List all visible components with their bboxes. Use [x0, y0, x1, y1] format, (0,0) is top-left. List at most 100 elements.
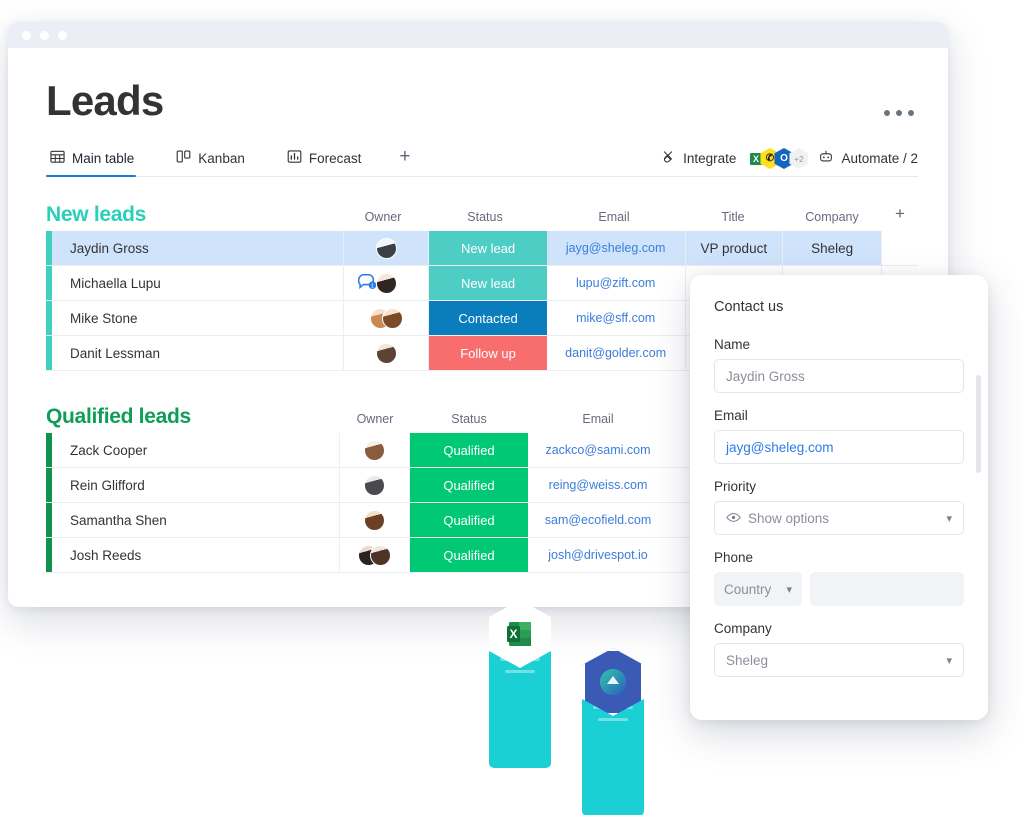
column-header-title[interactable]: Title [721, 210, 745, 224]
cell-name[interactable]: Danit Lessman [52, 336, 345, 370]
traffic-light-maximize-icon[interactable] [58, 30, 67, 40]
traffic-light-close-icon[interactable] [22, 30, 31, 40]
cell-owner[interactable] [344, 336, 430, 370]
tab-main-table-label: Main table [72, 150, 135, 166]
field-label-name: Name [714, 337, 751, 352]
tab-forecast[interactable]: Forecast [283, 149, 374, 176]
integrate-label: Integrate [683, 151, 737, 166]
cell-add-column[interactable] [882, 231, 919, 265]
priority-select[interactable]: Show options ▾ [714, 501, 964, 535]
integrate-button[interactable]: Integrate [660, 149, 736, 168]
cell-email[interactable]: jayg@sheleg.com [547, 231, 686, 265]
integration-badge-app [582, 648, 644, 815]
avatar [375, 272, 397, 294]
country-select[interactable]: Country ▾ [714, 572, 802, 606]
add-view-button[interactable]: + [399, 146, 411, 167]
phone-row: Country ▾ [714, 572, 964, 606]
integrate-plug-icon [660, 149, 676, 168]
name-input[interactable]: Jaydin Gross [714, 359, 964, 393]
group-accent-bar [46, 503, 52, 537]
cell-status[interactable]: New lead [429, 231, 547, 265]
cell-email[interactable]: zackco@sami.com [545, 443, 651, 457]
table-row[interactable]: Josh Reeds Qualified josh@drivespot.io [46, 538, 918, 573]
cell-owner[interactable] [344, 231, 430, 265]
avatar [364, 439, 385, 461]
field-priority: Priority Show options ▾ [714, 479, 964, 535]
column-header-status[interactable]: Status [451, 412, 487, 426]
add-column-button[interactable]: + [895, 204, 905, 223]
cell-status[interactable]: Qualified [410, 433, 528, 467]
cell-email[interactable]: mike@sff.com [547, 301, 686, 335]
phone-input[interactable] [810, 572, 964, 606]
cell-owner[interactable] [340, 503, 410, 537]
cell-owner[interactable] [340, 433, 410, 467]
company-select[interactable]: Sheleg ▾ [714, 643, 964, 677]
cell-email[interactable]: lupu@zift.com [547, 266, 686, 300]
cell-owner[interactable] [340, 468, 410, 502]
column-header-company[interactable]: Company [805, 210, 859, 224]
cell-name[interactable]: Zack Cooper [52, 433, 340, 467]
dot-icon [896, 110, 902, 116]
field-label-email: Email [714, 408, 748, 423]
email-input[interactable]: jayg@sheleg.com [714, 430, 964, 464]
tab-kanban[interactable]: Kanban [172, 149, 257, 176]
table-row[interactable]: Jaydin Gross 1 New lead jayg@sheleg.com … [46, 231, 919, 290]
chevron-down-icon: ▾ [786, 583, 792, 596]
view-tabbar: Main table Kanban [46, 144, 918, 177]
country-value: Country [724, 581, 772, 597]
cell-name[interactable]: Mike Stone [52, 301, 345, 335]
column-headers-new-leads: Owner Status Email Title Company + [340, 204, 918, 227]
field-label-company: Company [714, 621, 772, 636]
field-phone: Phone Country ▾ [714, 550, 964, 606]
cell-status[interactable]: Qualified [410, 538, 528, 572]
svg-text:1: 1 [371, 284, 374, 290]
field-name: Name Jaydin Gross [714, 337, 964, 393]
cell-email[interactable]: danit@golder.com [547, 336, 686, 370]
cell-owner[interactable] [340, 538, 410, 572]
cell-name[interactable]: Rein Glifford [52, 468, 340, 502]
cell-email[interactable]: sam@ecofield.com [544, 513, 652, 527]
avatar [381, 307, 403, 329]
integration-app-icons[interactable]: X ✆ O +2 [746, 148, 809, 169]
group-header-qualified-leads: Qualified leads Owner Status Email [46, 393, 918, 433]
automate-label: Automate / 2 [841, 151, 918, 166]
cell-owner[interactable] [344, 301, 430, 335]
cell-email[interactable]: josh@drivespot.io [548, 548, 648, 562]
column-header-email[interactable]: Email [598, 210, 630, 224]
form-scrollbar[interactable] [976, 375, 981, 473]
cell-status[interactable]: Qualified [410, 503, 528, 537]
cell-status[interactable]: New lead [429, 266, 547, 300]
tab-kanban-label: Kanban [198, 150, 245, 166]
avatar-group [358, 544, 391, 566]
cell-name[interactable]: Josh Reeds [52, 538, 340, 572]
cell-name[interactable]: Jaydin Gross [52, 231, 345, 265]
column-header-email[interactable]: Email [582, 412, 614, 426]
automate-robot-icon [818, 149, 834, 168]
avatar-group [369, 307, 403, 329]
cell-title[interactable]: VP product [686, 231, 783, 265]
cell-status[interactable]: Qualified [410, 468, 528, 502]
cell-status[interactable]: Contacted [429, 301, 547, 335]
tab-forecast-label: Forecast [308, 150, 362, 166]
automate-button[interactable]: Automate / 2 [818, 149, 918, 168]
outlook-icon: O [774, 148, 794, 169]
field-email: Email jayg@sheleg.com [714, 408, 964, 464]
cell-owner[interactable] [344, 266, 430, 300]
field-label-phone: Phone [714, 550, 754, 565]
cell-email[interactable]: reing@weiss.com [548, 478, 648, 492]
cell-name[interactable]: Samantha Shen [52, 503, 340, 537]
cell-status[interactable]: Follow up [429, 336, 547, 370]
chat-bubble-icon[interactable]: 1 [356, 272, 377, 290]
integration-overflow-badge[interactable]: +2 [789, 148, 809, 169]
traffic-light-minimize-icon[interactable] [40, 30, 49, 40]
table-grid-icon [50, 149, 65, 167]
column-header-status[interactable]: Status [467, 210, 503, 224]
column-header-owner[interactable]: Owner [356, 412, 394, 426]
tab-main-table[interactable]: Main table [46, 149, 146, 177]
cell-name[interactable]: Michaella Lupu [52, 266, 345, 300]
column-header-owner[interactable]: Owner [364, 210, 402, 224]
board-overflow-menu-button[interactable] [884, 110, 914, 116]
priority-value: Show options [748, 510, 830, 526]
cell-company[interactable]: Sheleg [783, 231, 883, 265]
